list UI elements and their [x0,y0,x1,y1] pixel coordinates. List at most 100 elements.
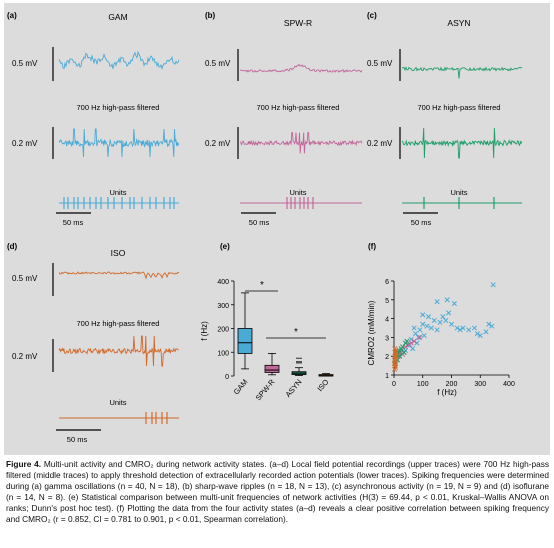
hp-scale-label-b: 0.2 mV [205,139,231,148]
scatter-point-gam [443,317,449,324]
scatter-point-gam [415,334,421,340]
scatter-point-spw-r [417,334,423,340]
scatter-y-tick-label: 2 [385,354,389,361]
scatter-point-gam [471,325,478,331]
scatter-point-iso [392,363,398,369]
scatter-point-gam [434,327,440,333]
panel-title-spwr: SPW-R [284,18,312,28]
filter-label-a: 700 Hz high-pass filtered [77,103,160,112]
panel-title-iso: ISO [111,248,126,258]
boxplot-axes: 0 100 200 300 400 [217,279,235,381]
panel-f: (f) CMRO2 (mM/min) f (Hz) 1 2 3 4 5 6 0 100 200 3… [367,242,515,397]
scatter-point-gam [474,331,480,337]
scatter-x-label: f (Hz) [437,388,457,397]
scatter-point-gam [490,282,496,288]
time-scale-label-d: 50 ms [67,435,88,444]
scatter-x-tick-label: 300 [474,381,486,388]
lfp-trace-asyn [401,66,523,79]
hp-scale-label-d: 0.2 mV [12,352,38,361]
panel-title-gam: GAM [108,12,127,22]
panel-d: (d) ISO 0.5 mV 700 Hz high-pass filtered… [7,242,180,444]
scatter-y-label: CMRO2 (mM/min) [367,300,376,365]
scatter-point-gam [434,299,440,305]
box-category-label: SPW-R [254,377,277,402]
hp-scale-label-c: 0.2 mV [367,139,393,148]
boxplot-y-tick-label: 400 [217,279,229,286]
boxplot-y-tick-label: 100 [217,350,229,357]
scatter-point-gam [420,312,426,318]
lfp-scale-label-a: 0.5 mV [12,59,38,68]
scatter-point-gam [460,325,466,331]
figure-canvas: (a) GAM 0.5 mV 700 Hz high-pass filtered… [7,11,523,444]
scatter-point-gam [457,327,463,333]
boxplot-y-label: f (Hz) [200,321,209,341]
scatter-point-gam [448,321,455,327]
scatter-point-iso [392,364,398,371]
scatter-point-gam [417,327,423,333]
scatter-x-tick-label: 200 [446,381,458,388]
panel-a: (a) GAM 0.5 mV 700 Hz high-pass filtered… [7,11,180,227]
scatter-point-spw-r [398,348,404,354]
box-category-label: ISO [315,377,330,393]
panel-b: (b) SPW-R 0.5 mV 700 Hz high-pass filter… [205,11,363,227]
boxplot-y-tick-label: 300 [217,303,229,310]
scatter-point-gam [477,332,483,339]
panel-c: (c) ASYN 0.5 mV 700 Hz high-pass filtere… [367,11,523,227]
box-gam [237,328,253,354]
box-category-label: GAM [232,378,250,397]
caption-text: Multi-unit activity and CMRO₂ during net… [6,459,549,524]
panel-label-d: (d) [7,242,18,251]
scatter-marks [391,282,496,372]
scatter-point-gam [428,325,434,331]
scatter-axes: 1 2 3 4 5 6 0 100 200 300 400 [385,279,515,388]
boxplot-marks: GAM SPW-R ASYN ISO [232,292,334,402]
sig-star-2: * [294,327,298,338]
scatter-point-gam [410,346,416,352]
scatter-point-gam [444,297,450,303]
time-scale-label-a: 50 ms [63,218,84,227]
unit-spikes-asyn [402,197,522,209]
scatter-point-gam [486,321,492,327]
scatter-y-tick-label: 5 [385,298,389,305]
boxplot-y-tick-label: 0 [225,374,229,381]
lfp-scale-label-d: 0.5 mV [12,274,38,283]
scatter-y-tick-label: 6 [385,279,389,286]
scatter-point-iso [392,346,398,352]
lfp-trace-iso [58,271,180,280]
panel-title-asyn: ASYN [447,18,470,28]
boxplot-y-tick-label: 200 [217,327,229,334]
scatter-x-tick-label: 400 [503,381,515,388]
scatter-point-gam [440,314,446,320]
box-category-label: ASYN [284,378,304,399]
sig-star-1: * [260,280,264,291]
scatter-point-gam [451,301,457,307]
time-scale-label-c: 50 ms [411,218,432,227]
units-label-d: Units [109,398,126,407]
scatter-point-spw-r [405,342,411,348]
panel-e: (e) f (Hz) 0 100 200 300 400 GAM SPW-R ASYN ISO… [200,242,334,402]
scatter-point-iso [393,353,399,359]
units-label-b: Units [289,188,306,197]
lfp-scale-label-c: 0.5 mV [367,59,393,68]
highpass-trace-asyn [401,127,523,159]
scatter-point-gam [413,331,419,337]
lfp-scale-label-b: 0.5 mV [205,59,231,68]
lfp-trace-gam [58,50,180,71]
units-label-c: Units [450,188,467,197]
scatter-point-gam [466,327,472,333]
panel-label-f: (f) [368,242,376,251]
scatter-point-gam [431,317,437,324]
scatter-point-asyn [400,344,406,350]
scatter-point-gam [489,323,495,329]
panel-label-a: (a) [7,11,17,20]
filter-label-d: 700 Hz high-pass filtered [77,319,160,328]
panel-label-c: (c) [367,11,377,20]
unit-spikes-spwr [240,197,362,209]
figure-caption: Figure 4. Multi-unit activity and CMRO₂ … [6,459,549,524]
scatter-x-tick-label: 100 [417,381,429,388]
panel-label-b: (b) [205,11,216,20]
scatter-y-tick-label: 3 [385,335,389,342]
filter-label-b: 700 Hz high-pass filtered [257,103,340,112]
units-label-a: Units [109,188,126,197]
panel-label-e: (e) [220,242,230,251]
